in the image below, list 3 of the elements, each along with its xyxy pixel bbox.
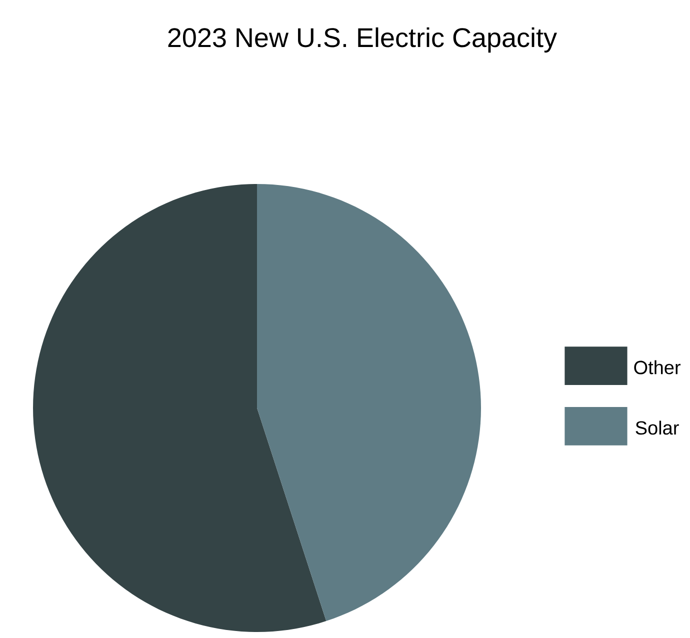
legend-label: Other [634, 360, 680, 374]
legend-label: Solar [636, 420, 679, 435]
chart-title: 2023 New U.S. Electric Capacity [168, 27, 557, 53]
